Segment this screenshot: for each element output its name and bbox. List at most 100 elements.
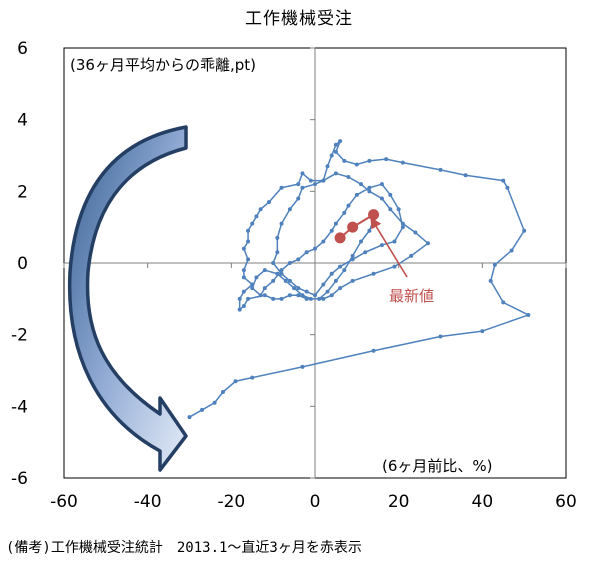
data-point (254, 214, 259, 219)
data-point (241, 268, 246, 273)
data-point (325, 164, 330, 169)
data-point (333, 171, 338, 176)
data-point (287, 278, 292, 283)
data-point (367, 228, 372, 233)
data-point (275, 271, 280, 276)
y-tick-label: 2 (17, 182, 28, 202)
data-point (363, 250, 368, 255)
y-tick-label: -2 (11, 326, 28, 346)
y-tick-label: 4 (17, 111, 28, 131)
data-point (346, 175, 351, 179)
data-point (509, 248, 514, 253)
data-point (254, 275, 259, 280)
data-point (283, 278, 288, 283)
rotation-arrow-icon (67, 125, 188, 472)
data-point (237, 307, 242, 312)
data-point (321, 296, 326, 301)
x-tick-label: 40 (472, 492, 494, 512)
data-point (338, 264, 343, 269)
latest-label: 最新値 (389, 287, 435, 305)
data-point (279, 221, 284, 226)
data-point (342, 158, 347, 163)
x-tick-label: -40 (134, 492, 162, 512)
x-tick-label: 0 (310, 492, 321, 512)
data-point (241, 304, 246, 308)
data-point (400, 221, 405, 226)
data-point (313, 293, 317, 298)
data-point (333, 221, 338, 226)
data-point (300, 185, 305, 190)
data-point (384, 157, 389, 162)
data-point (350, 253, 355, 258)
x-axis-note: (6ヶ月前比、%) (382, 457, 493, 475)
data-point (250, 282, 255, 287)
data-point (350, 257, 355, 262)
data-point (321, 178, 326, 183)
data-point (438, 334, 443, 339)
data-point (342, 210, 347, 215)
data-point (388, 207, 393, 212)
data-point (246, 296, 251, 301)
data-point (379, 243, 384, 248)
chart-title: 工作機械受注 (245, 9, 353, 29)
latest-data-point (368, 209, 380, 221)
data-point (400, 160, 405, 165)
data-point (275, 250, 280, 255)
data-point (296, 286, 301, 291)
latest-data-point (334, 232, 346, 244)
data-point (480, 329, 485, 334)
data-point (287, 207, 292, 212)
data-point (187, 415, 192, 420)
data-point (237, 296, 242, 301)
data-point (505, 185, 510, 190)
data-point (308, 178, 313, 183)
data-point (354, 162, 359, 167)
data-point (526, 312, 531, 317)
data-point (333, 278, 338, 283)
data-point (287, 293, 292, 298)
data-point (304, 289, 309, 294)
data-point (367, 158, 372, 163)
latest-points (334, 209, 380, 244)
data-point (250, 286, 255, 291)
data-point (271, 278, 276, 283)
data-point (292, 286, 297, 291)
latest-data-point (347, 221, 359, 233)
axes (63, 47, 567, 479)
data-point (317, 296, 322, 301)
data-point (200, 407, 205, 412)
data-point (388, 192, 393, 197)
data-point (266, 200, 271, 205)
data-point (333, 149, 338, 154)
data-point (241, 275, 246, 280)
data-point (304, 296, 309, 301)
x-tick-label: -60 (50, 492, 78, 512)
data-point (488, 278, 493, 283)
data-point (308, 296, 313, 301)
y-tick-label: -4 (11, 397, 28, 417)
data-point (425, 241, 430, 246)
data-point (287, 261, 292, 265)
data-point (300, 364, 305, 369)
data-point (400, 225, 405, 230)
data-point (329, 153, 334, 158)
data-point (241, 246, 246, 251)
data-point (271, 261, 276, 265)
data-point (367, 185, 372, 190)
y-axis-note: (36ヶ月平均からの乖離,pt) (70, 56, 256, 74)
y-tick-label: 6 (17, 39, 28, 59)
data-point (438, 167, 443, 172)
data-point (333, 142, 338, 147)
data-point (262, 268, 267, 273)
data-point (279, 268, 284, 273)
data-point (325, 289, 330, 294)
data-point (338, 286, 343, 291)
series-line (189, 140, 530, 418)
data-point (296, 293, 301, 298)
data-point (329, 293, 334, 298)
data-point (379, 196, 384, 201)
data-point (258, 207, 263, 212)
data-point (350, 278, 355, 283)
data-point (271, 296, 276, 301)
